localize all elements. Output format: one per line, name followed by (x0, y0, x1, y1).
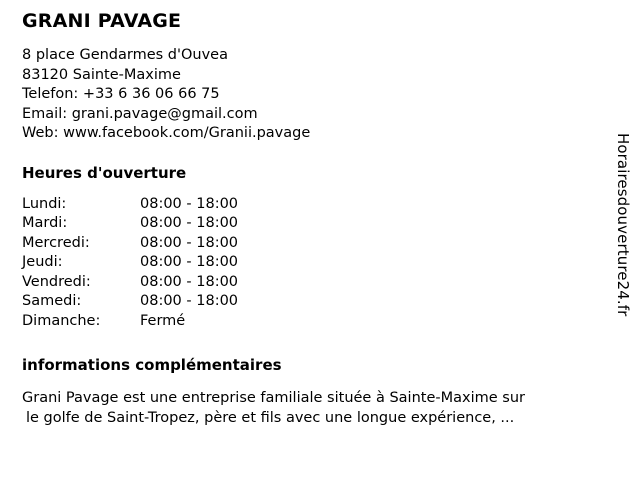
business-name-title: GRANI PAVAGE (22, 10, 182, 32)
hours-time-value: 08:00 - 18:00 (140, 215, 239, 232)
table-row: Mardi: 08:00 - 18:00 (22, 214, 238, 234)
hours-time-value: Fermé (140, 312, 186, 329)
table-row: Vendredi: 08:00 - 18:00 (22, 273, 238, 293)
description-line-1: Grani Pavage est une entreprise familial… (22, 389, 525, 406)
address-line-1: 8 place Gendarmes d'Ouvea (22, 47, 228, 63)
hours-day-label: Samedi: (22, 293, 82, 310)
web-line: Web: www.facebook.com/Granii.pavage (22, 125, 311, 141)
table-row: Jeudi: 08:00 - 18:00 (22, 253, 238, 273)
hours-day-label: Jeudi: (22, 254, 63, 271)
address-line-2: 83120 Sainte-Maxime (22, 66, 181, 83)
opening-hours-table: Lundi: 08:00 - 18:00 Mardi: 08:00 - 18:0… (22, 195, 238, 332)
hours-time-value: 08:00 - 18:00 (140, 254, 239, 271)
table-row: Dimanche: Fermé (22, 312, 238, 332)
hours-day-label: Mercredi: (22, 234, 90, 251)
business-description: Grani Pavage est une entreprise familial… (22, 388, 622, 428)
table-row: Mercredi: 08:00 - 18:00 (22, 234, 238, 254)
hours-day-label: Dimanche: (22, 312, 101, 329)
hours-day-label: Vendredi: (22, 273, 91, 290)
hours-time-value: 08:00 - 18:00 (140, 195, 239, 212)
hours-day-label: Mardi: (22, 215, 68, 232)
additional-information-heading: informations complémentaires (22, 356, 282, 375)
description-line-2: le golfe de Saint-Tropez, père et fils a… (26, 409, 515, 426)
site-watermark: Horairesdouverture24.fr (612, 133, 636, 353)
table-row: Lundi: 08:00 - 18:00 (22, 195, 238, 215)
email-line: Email: grani.pavage@gmail.com (22, 105, 258, 122)
hours-time-value: 08:00 - 18:00 (140, 234, 239, 251)
hours-day-label: Lundi: (22, 195, 67, 212)
hours-time-value: 08:00 - 18:00 (140, 273, 239, 290)
card-content: GRANI PAVAGE 8 place Gendarmes d'Ouvea 8… (22, 0, 622, 428)
hours-time-value: 08:00 - 18:00 (140, 293, 239, 310)
site-watermark-label: Horairesdouverture24.fr (614, 133, 632, 317)
opening-hours-heading: Heures d'ouverture (22, 163, 187, 182)
table-row: Samedi: 08:00 - 18:00 (22, 292, 238, 312)
contact-block: 8 place Gendarmes d'Ouvea 83120 Sainte-M… (22, 46, 622, 144)
phone-line: Telefon: +33 6 36 06 66 75 (22, 86, 220, 102)
